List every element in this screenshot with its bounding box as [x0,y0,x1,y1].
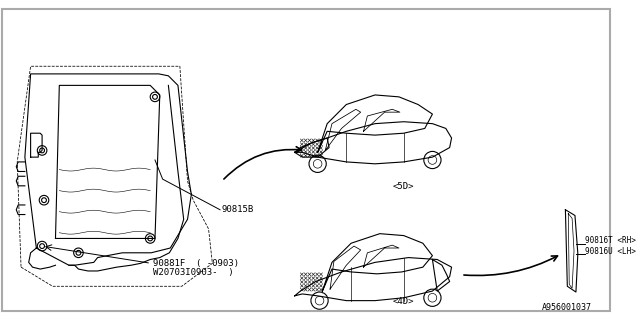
Text: 90816T <RH>: 90816T <RH> [586,236,636,245]
Text: <5D>: <5D> [392,182,413,191]
Text: 90881F  ( -0903): 90881F ( -0903) [153,259,239,268]
Text: 90815B: 90815B [222,205,254,214]
Text: 90816U <LH>: 90816U <LH> [586,247,636,256]
Text: A956001037: A956001037 [541,303,591,312]
Text: W20703I0903-  ): W20703I0903- ) [153,268,234,277]
Text: <4D>: <4D> [392,297,413,306]
